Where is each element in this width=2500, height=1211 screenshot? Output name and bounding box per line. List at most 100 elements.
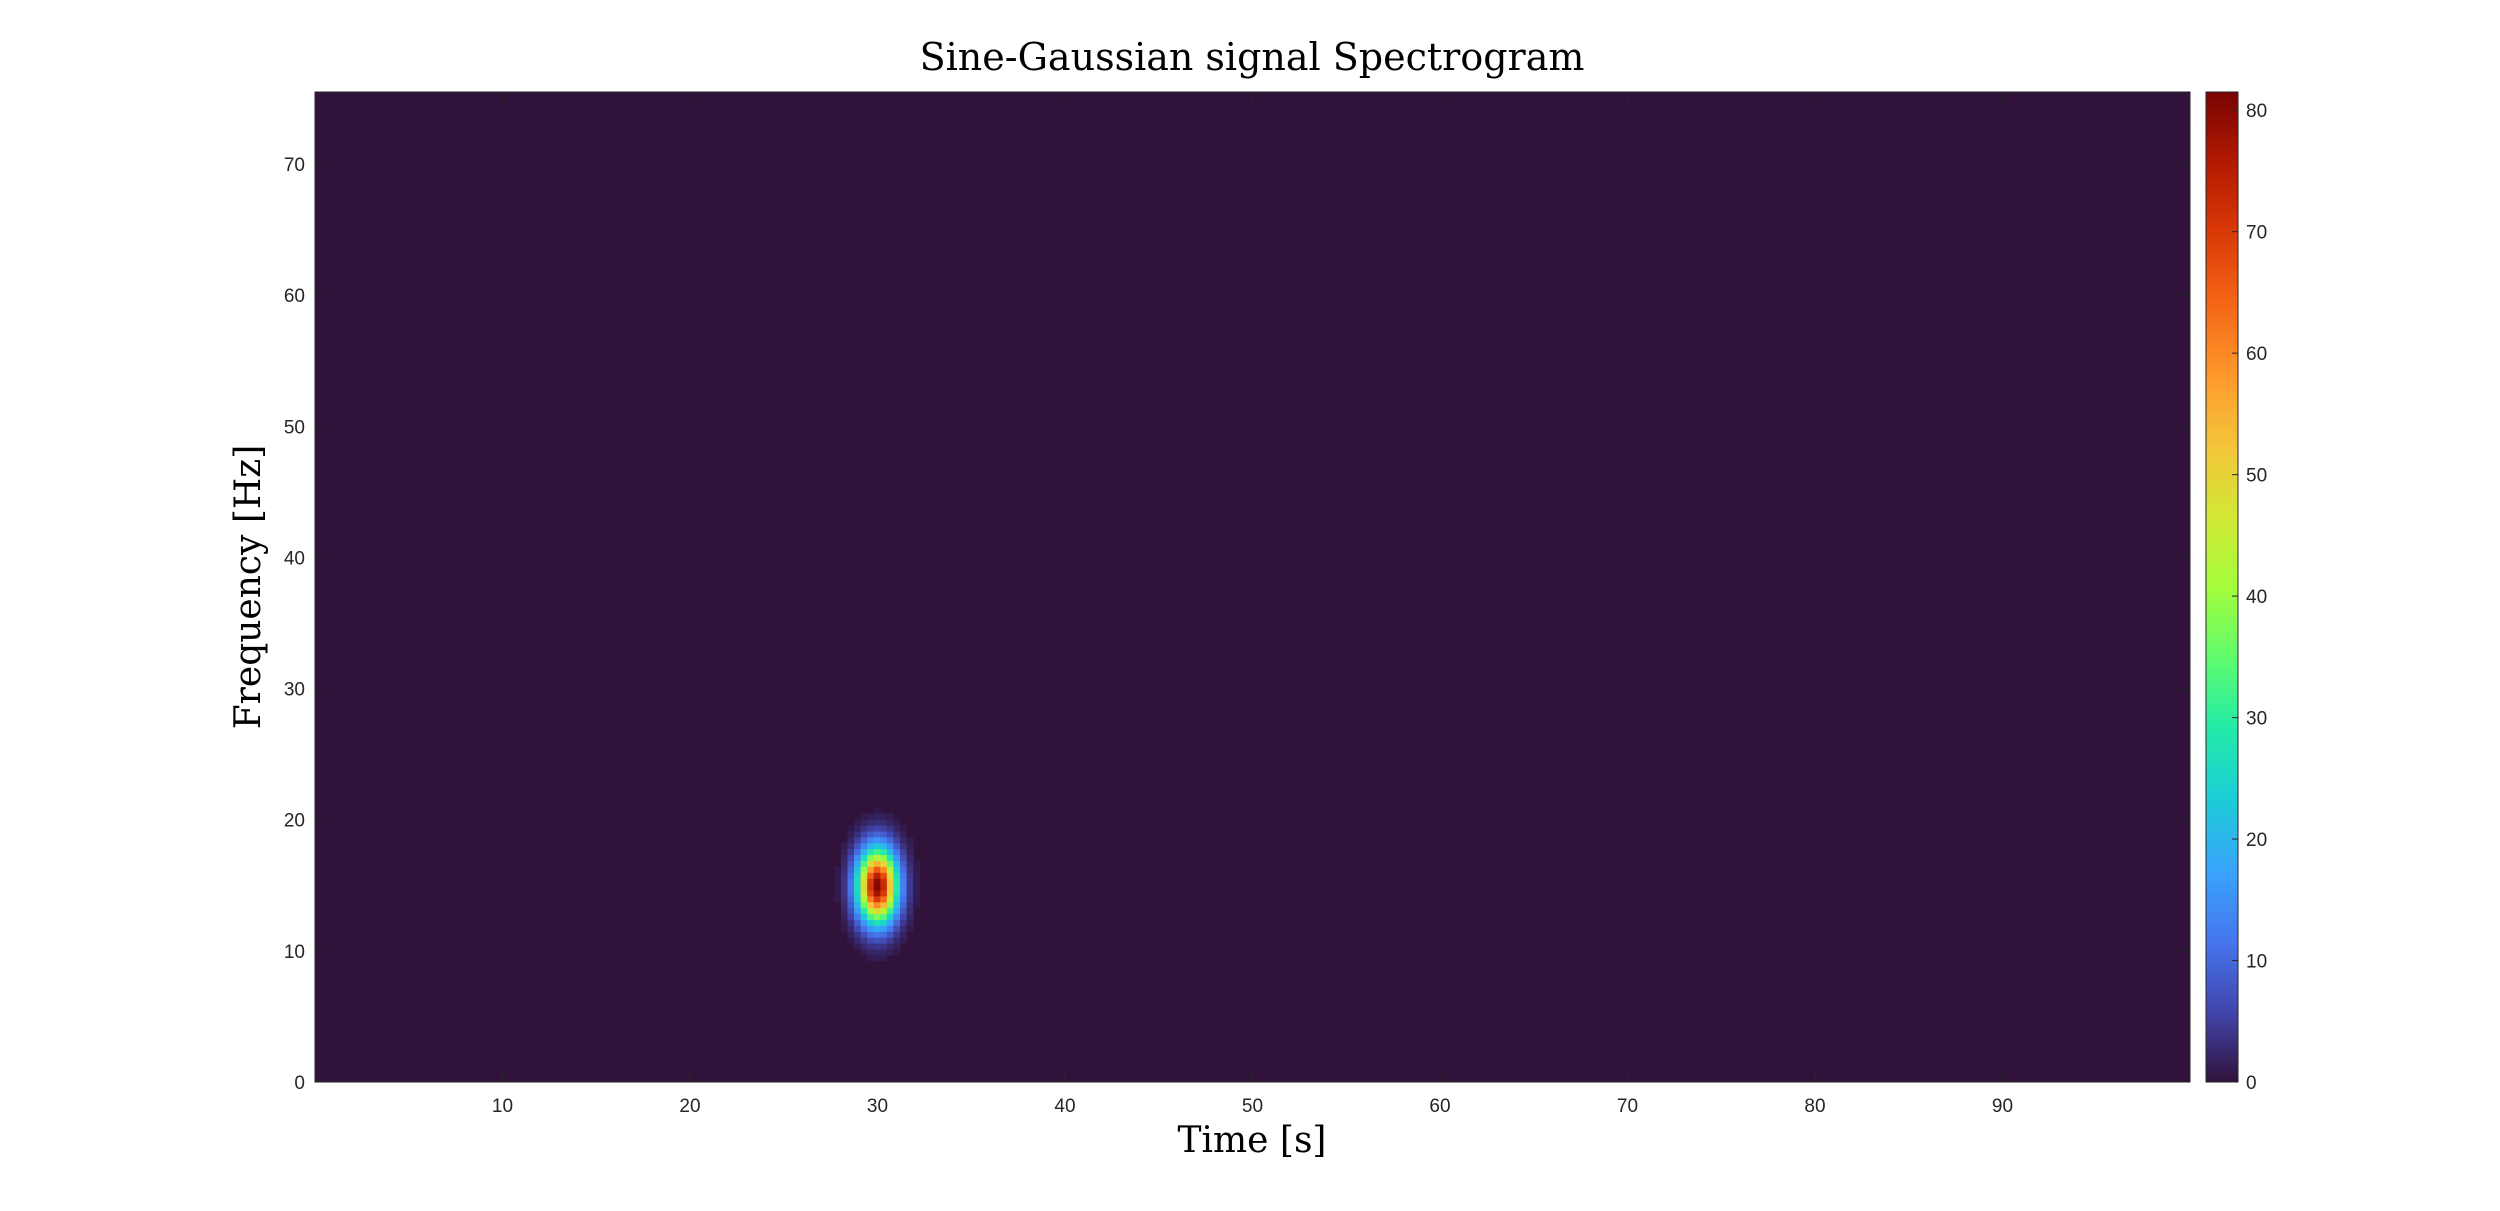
y-tick-label: 10 [284,942,305,963]
heatmap-cell [893,836,901,844]
heatmap-cell [900,931,908,938]
y-axis-label: Frequency [Hz] [228,445,269,730]
heatmap-cell [893,842,901,850]
heatmap-cell [854,819,862,826]
heatmap-cell [860,819,868,826]
heatmap-cell [886,854,895,861]
heatmap-cell [854,878,862,885]
heatmap-cell [854,866,862,873]
heatmap-cell [906,901,914,909]
heatmap-cell [906,836,914,844]
heatmap-cell [906,919,914,926]
heatmap-cell [880,884,888,891]
heatmap-cell [847,931,855,938]
heatmap-cell [867,895,875,903]
heatmap-cell [906,860,914,867]
heatmap-cell [900,848,908,856]
heatmap-cell [900,830,908,838]
heatmap-cell [867,919,875,926]
heatmap-cell [873,907,881,915]
heatmap-cell [880,943,888,950]
heatmap-cell [854,943,862,950]
heatmap-cell [854,884,862,891]
heatmap-cell [873,901,881,909]
heatmap-cell [873,948,881,956]
heatmap-cell [906,878,914,885]
heatmap-cell [893,931,901,938]
heatmap-cell [873,866,881,873]
heatmap-cell [860,824,868,832]
heatmap-cell [860,830,868,838]
heatmap-cell [880,954,888,962]
heatmap-cell [886,866,895,873]
colorbar-tick-label: 70 [2246,223,2267,244]
heatmap-cell [860,919,868,926]
heatmap-cell [854,848,862,856]
heatmap-cell [847,848,855,856]
heatmap-cell [873,819,881,826]
heatmap-cell [886,895,895,903]
y-tick-label: 20 [284,811,305,832]
heatmap-cell [886,836,895,844]
heatmap-cell [880,901,888,909]
heatmap-cell [913,866,921,873]
heatmap-cell [886,813,895,820]
colorbar-tick-label: 40 [2246,587,2267,608]
heatmap-cell [867,943,875,950]
heatmap-cell [893,895,901,903]
heatmap-cell [900,889,908,897]
heatmap-cell [867,884,875,891]
heatmap-cell [854,895,862,903]
heatmap-cell [860,907,868,915]
heatmap-cell [860,889,868,897]
heatmap-cell [854,872,862,879]
heatmap-cell [900,854,908,861]
heatmap-cell [873,913,881,920]
heatmap-cell [880,836,888,844]
heatmap-cell [886,907,895,915]
heatmap-cell [834,878,842,885]
heatmap-cell [873,860,881,867]
heatmap-cell [880,830,888,838]
heatmap-cell [840,913,849,920]
heatmap-cell [893,860,901,867]
heatmap-cell [854,925,862,932]
colorbar-tick-label: 60 [2246,344,2267,365]
heatmap-cell [867,925,875,932]
heatmap-cell [893,872,901,879]
heatmap-cell [840,925,849,932]
heatmap-cell [847,860,855,867]
heatmap-cell [847,872,855,879]
heatmap-cell [873,954,881,962]
heatmap-cell [873,842,881,850]
heatmap-cell [880,866,888,873]
heatmap-cell [860,913,868,920]
heatmap-cell [867,913,875,920]
heatmap-cell [873,943,881,950]
y-tick-label: 30 [284,680,305,701]
heatmap-cell [913,872,921,879]
heatmap-cell [854,836,862,844]
heatmap-cell [860,895,868,903]
heatmap-cell [893,907,901,915]
heatmap-cell [867,813,875,820]
heatmap-cell [906,866,914,873]
heatmap-cell [860,813,868,820]
heatmap-cell [840,854,849,861]
y-tick-label: 40 [284,548,305,569]
heatmap-cell [867,836,875,844]
heatmap-cell [880,937,888,944]
heatmap-cell [886,872,895,879]
heatmap-cell [873,889,881,897]
heatmap-cell [906,907,914,915]
x-tick-label: 50 [1242,1096,1263,1117]
colorbar-tick-label: 50 [2246,466,2267,487]
heatmap-cell [893,913,901,920]
heatmap-cell [860,866,868,873]
heatmap-cell [900,937,908,944]
heatmap-cell [867,937,875,944]
heatmap-cell [867,819,875,826]
heatmap-cell [886,919,895,926]
heatmap-cell [913,901,921,909]
